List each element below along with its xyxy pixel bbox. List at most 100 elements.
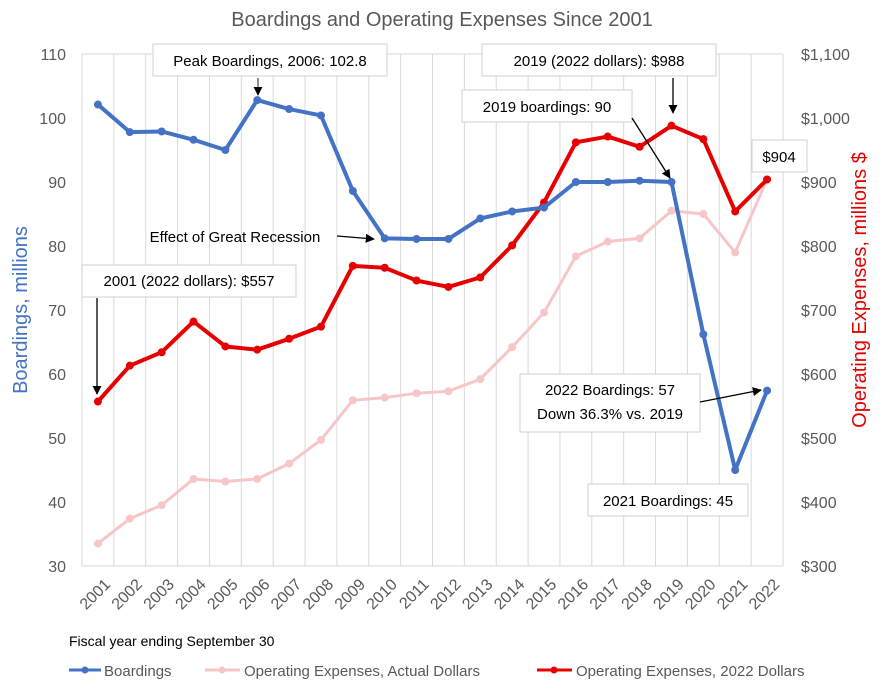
point-expenses-2022 [348, 261, 357, 270]
point-boardings [667, 178, 676, 186]
x-tick-label: 2015 [523, 576, 560, 613]
legend-marker-expenses-2022 [550, 666, 558, 674]
y-right-tick-label: $500 [801, 431, 837, 448]
x-tick-labels: 2001200220032004200520062007200820092010… [77, 576, 783, 613]
point-boardings [699, 330, 708, 339]
x-tick-label: 2008 [300, 576, 337, 613]
series-boardings [93, 96, 772, 474]
point-expenses-actual [476, 375, 485, 384]
point-expenses-2022 [412, 276, 421, 285]
x-tick-label: 2016 [555, 576, 592, 613]
point-expenses-actual [285, 459, 294, 468]
point-expenses-actual [93, 539, 102, 548]
point-boardings [571, 178, 580, 186]
y-left-tick-label: 100 [39, 111, 66, 128]
y-right-tick-label: $400 [801, 495, 837, 512]
x-tick-label: 2003 [141, 576, 178, 613]
point-expenses-actual [508, 343, 517, 352]
point-expenses-2022 [221, 342, 230, 351]
legend-label-boardings: Boardings [104, 663, 172, 680]
x-tick-label: 2019 [650, 576, 687, 613]
legend-marker-expenses-actual [218, 666, 226, 674]
x-tick-label: 2001 [77, 576, 114, 613]
point-boardings [316, 111, 325, 120]
annotation-great-recession-text: Effect of Great Recession [150, 229, 321, 246]
point-boardings [157, 127, 166, 136]
y-left-tick-label: 70 [48, 303, 66, 320]
series-line-expenses-actual [97, 178, 769, 545]
legend-label-expenses-2022: Operating Expenses, 2022 Dollars [576, 663, 804, 680]
annotation-peak-boardings-text: Peak Boardings, 2006: 102.8 [173, 53, 366, 70]
point-expenses-2022 [316, 322, 325, 331]
y-left-tick-label: 110 [40, 47, 66, 64]
point-boardings [444, 234, 453, 243]
point-expenses-2022 [157, 348, 166, 357]
point-expenses-actual [316, 435, 325, 444]
point-boardings [285, 105, 294, 114]
point-expenses-actual [348, 396, 357, 405]
x-tick-label: 2017 [587, 576, 624, 613]
y-right-tick-label: $900 [801, 175, 837, 192]
y-left-axis-label: Boardings, millions [10, 226, 32, 394]
point-expenses-2022 [603, 132, 612, 141]
point-expenses-actual [444, 387, 453, 396]
point-boardings [189, 135, 198, 144]
point-expenses-actual [189, 474, 198, 483]
legend-label-expenses-actual: Operating Expenses, Actual Dollars [244, 663, 480, 680]
legend-item-expenses-2022: Operating Expenses, 2022 Dollars [537, 663, 804, 680]
x-tick-label: 2009 [332, 576, 369, 613]
y-left-tick-labels: 30 40 50 60 70 80 90 100 110 [39, 47, 66, 576]
point-expenses-actual [412, 389, 421, 398]
y-right-tick-label: $600 [801, 367, 837, 384]
x-tick-label: 2002 [109, 576, 146, 613]
point-expenses-2022 [667, 121, 676, 130]
point-expenses-2022 [125, 361, 134, 370]
x-tick-label: 2021 [714, 576, 751, 613]
point-boardings [540, 203, 549, 212]
point-boardings [508, 207, 517, 216]
y-left-tick-label: 30 [48, 559, 66, 576]
point-expenses-actual [571, 252, 580, 261]
series-line-expenses-2022 [96, 123, 769, 403]
annotation-2019-boardings-arrow [631, 117, 671, 179]
y-right-tick-label: $700 [801, 303, 837, 320]
x-tick-label: 2018 [619, 576, 656, 613]
x-tick-label: 2010 [364, 576, 401, 613]
y-right-tick-labels: $300 $400 $500 $600 $700 $800 $900 $1,000 $1,100 [801, 47, 850, 576]
annotation-2001-expense: 2001 (2022 dollars): $557 [81, 264, 297, 395]
annotation-2021-boardings: 2021 Boardings: 45 [587, 483, 749, 517]
annotation-2022-boardings-text: 2022 Boardings: 57 [545, 382, 675, 399]
point-expenses-2022 [508, 241, 517, 250]
point-expenses-2022 [189, 317, 198, 326]
point-expenses-actual [380, 393, 389, 402]
point-expenses-actual [540, 308, 549, 317]
point-expenses-2022 [285, 334, 294, 343]
annotation-2019-boardings: 2019 boardings: 90 [461, 89, 671, 179]
legend-item-boardings: Boardings [69, 663, 172, 680]
point-expenses-2022 [93, 397, 102, 406]
point-boardings [380, 234, 389, 243]
x-tick-label: 2013 [459, 576, 496, 613]
x-tick-label: 2011 [396, 576, 432, 612]
series-expenses-2022 [93, 121, 772, 406]
legend: Boardings Operating Expenses, Actual Dol… [69, 663, 804, 680]
point-expenses-actual [253, 474, 262, 483]
y-left-tick-label: 80 [48, 239, 66, 256]
annotation-peak-boardings: Peak Boardings, 2006: 102.8 [152, 43, 388, 96]
annotation-2022-boardings-arrow [699, 387, 762, 403]
point-boardings [476, 214, 485, 223]
y-right-tick-label: $1,100 [801, 47, 850, 64]
point-boardings [348, 186, 357, 195]
y-left-tick-label: 50 [48, 431, 66, 448]
point-expenses-actual [731, 248, 740, 257]
x-tick-label: 2006 [236, 576, 273, 613]
annotation-2019-boardings-text: 2019 boardings: 90 [483, 99, 611, 116]
point-expenses-2022 [571, 138, 580, 147]
point-expenses-actual [125, 514, 134, 523]
x-tick-label: 2004 [173, 576, 210, 613]
legend-marker-boardings [81, 666, 89, 674]
annotation-2019-expense: 2019 (2022 dollars): $988 [481, 43, 717, 114]
chart-title: Boardings and Operating Expenses Since 2… [231, 9, 652, 31]
point-boardings [93, 100, 102, 109]
